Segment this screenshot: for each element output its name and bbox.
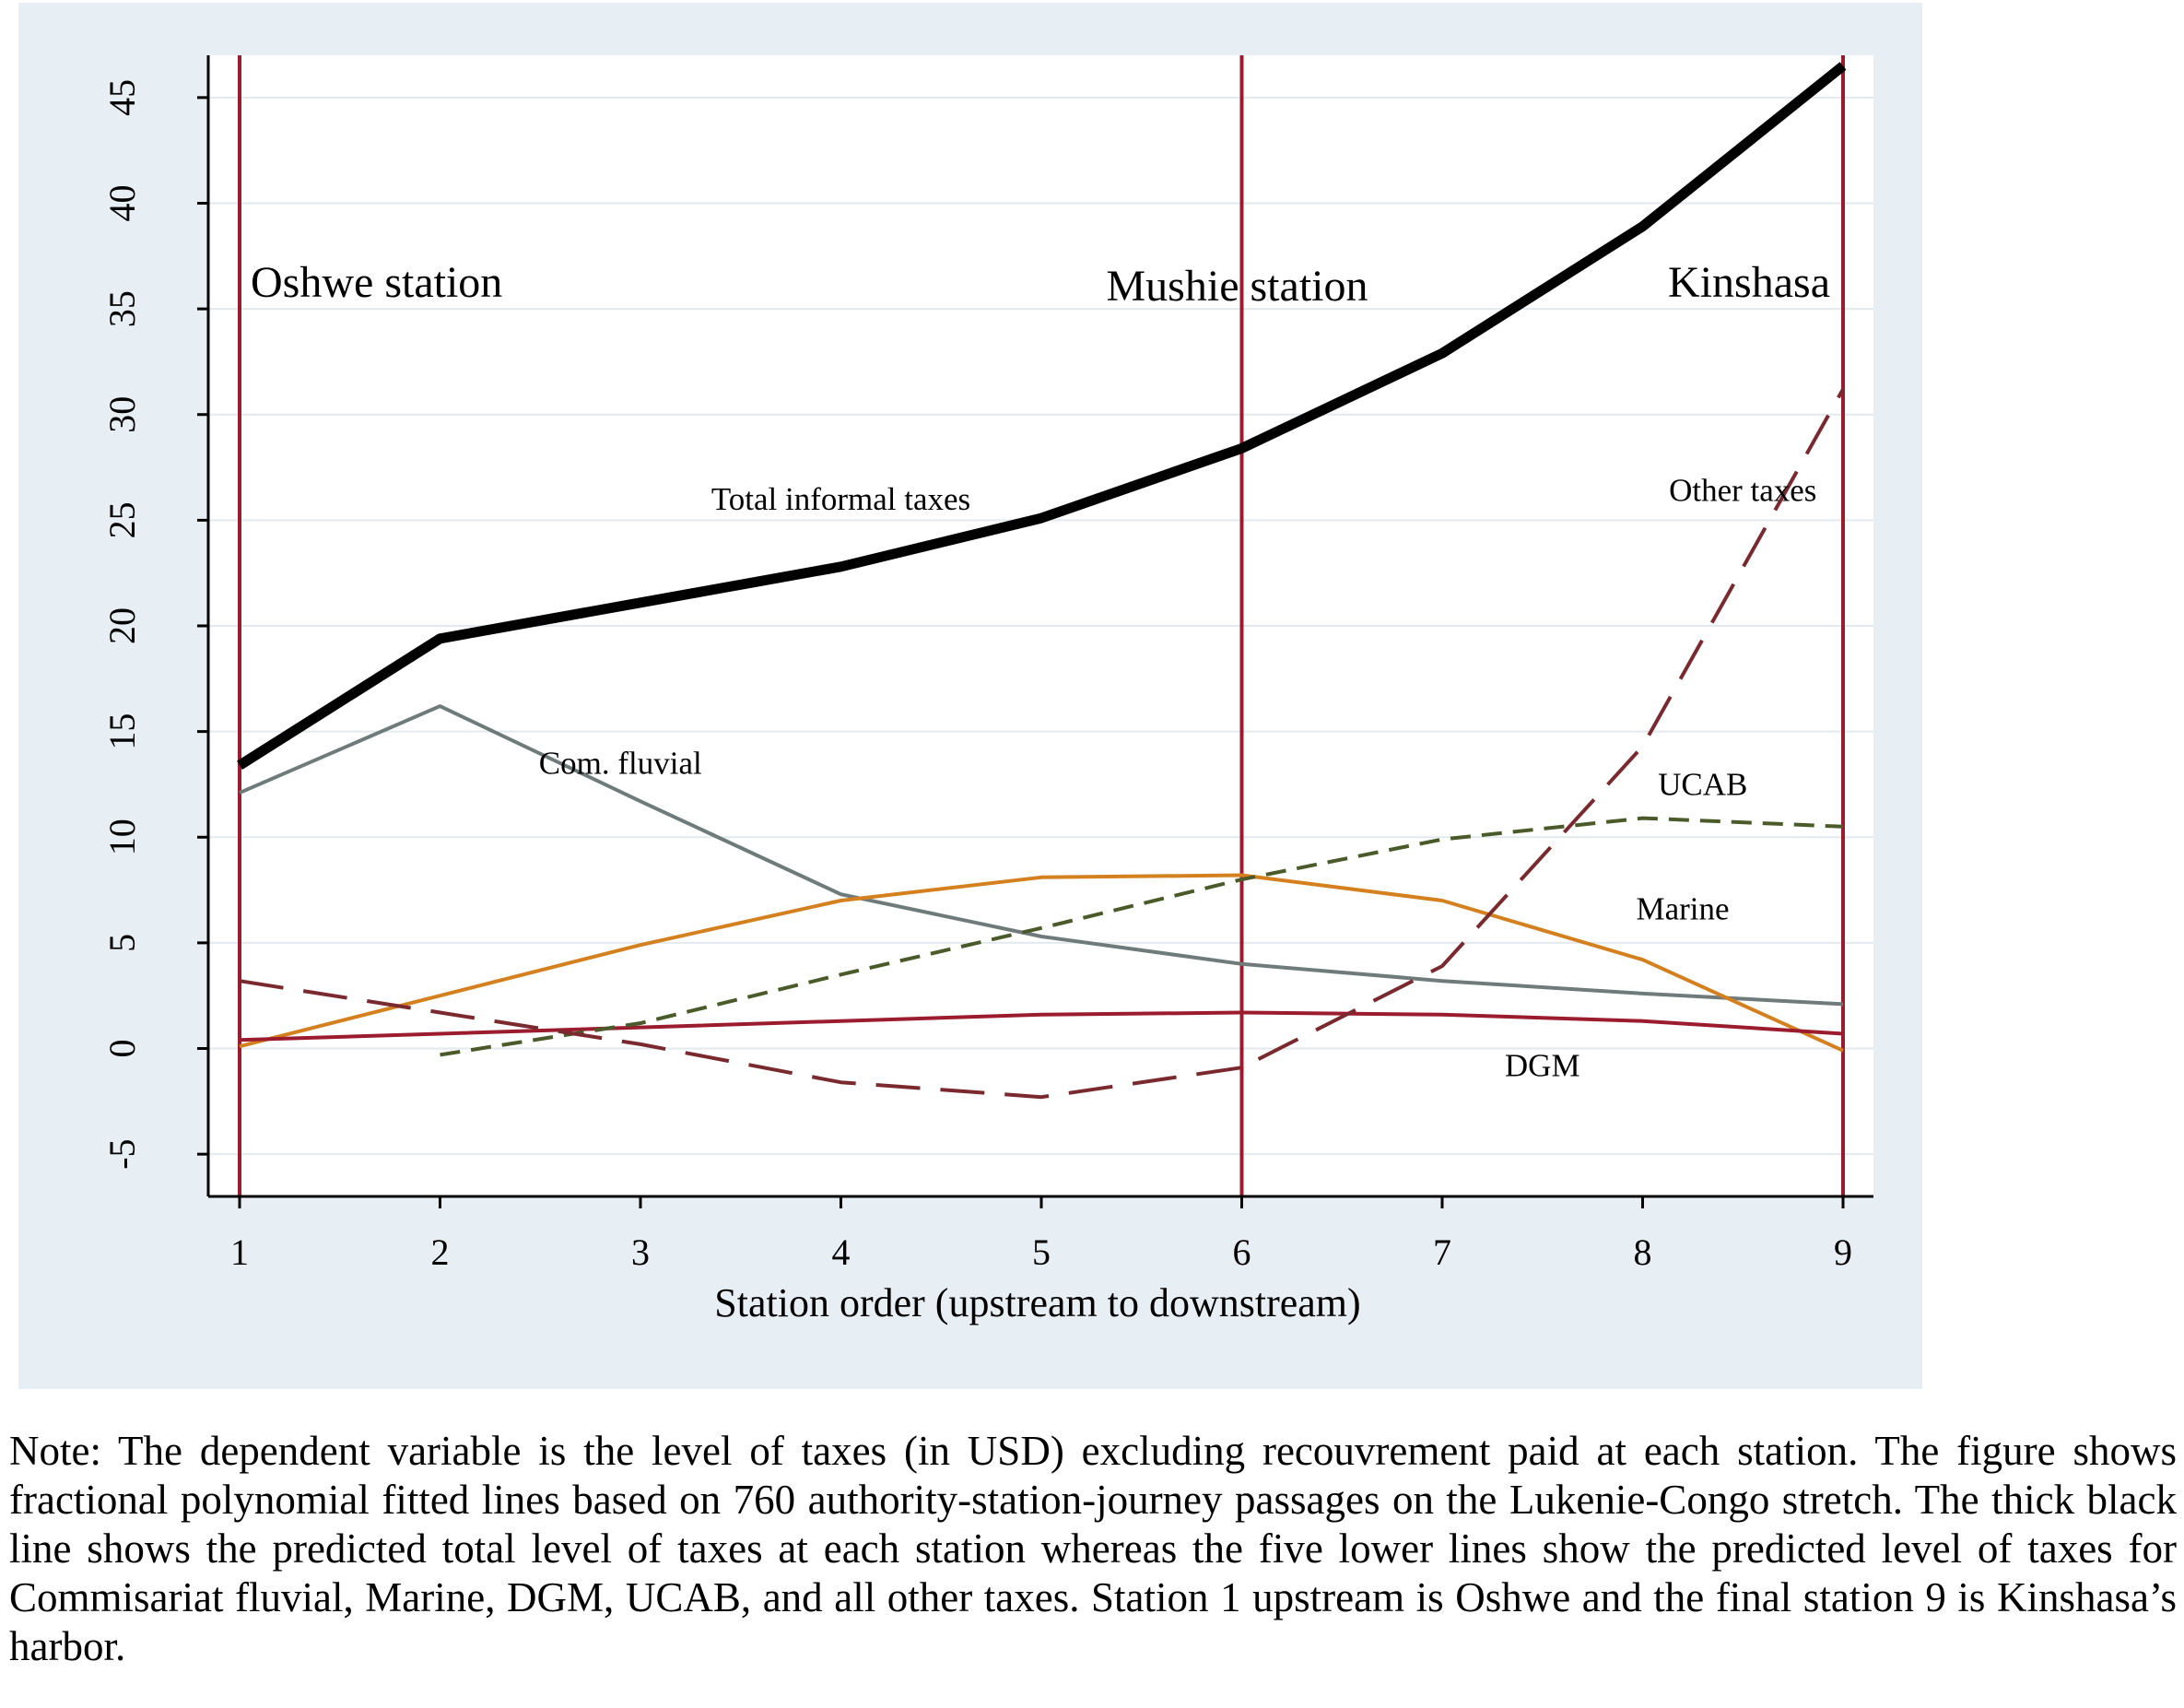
station-label: Mushie station: [1107, 262, 1368, 311]
chart-figure: -5 0 5 10 15 20 25 30 35 40 45 1 2 3 4 5 6 7 8 9 Oshwe stat…: [18, 3, 1922, 1389]
series-label: UCAB: [1658, 766, 1747, 802]
x-tick-label: 1: [230, 1231, 249, 1273]
series-label: Marine: [1636, 891, 1729, 927]
labels: Oshwe station Mushie station Kinshasa Total…: [251, 258, 1830, 1083]
y-tick-label: 30: [101, 396, 143, 433]
y-tick-label: 20: [101, 607, 143, 644]
series-line-total-informal-taxes: [237, 62, 1847, 770]
x-tick-label: 7: [1433, 1231, 1451, 1273]
station-label: Oshwe station: [251, 258, 502, 307]
series-label: Com. fluvial: [539, 745, 702, 781]
x-tick-label: 4: [832, 1231, 851, 1273]
series-line-other-taxes: [239, 388, 1845, 1100]
x-axis-label: Station order (upstream to downstream): [714, 1280, 1360, 1325]
series-label: Other taxes: [1669, 473, 1816, 509]
y-tick-label: 45: [101, 79, 143, 116]
series-lines: [237, 62, 1847, 1100]
series-label: Total informal taxes: [711, 481, 970, 517]
x-tick-label: 6: [1233, 1231, 1251, 1273]
y-tick-label: 35: [101, 290, 143, 327]
x-tick-label: 9: [1834, 1231, 1852, 1273]
x-tick-label: 8: [1634, 1231, 1652, 1273]
y-tick-label: 40: [101, 184, 143, 221]
x-tick-label: 5: [1032, 1231, 1051, 1273]
y-tick-label: 5: [101, 934, 143, 952]
series-line-marine: [239, 873, 1844, 1053]
series-line-com-fluvial: [239, 704, 1844, 1007]
station-markers: [238, 55, 1845, 1196]
series-line-dgm: [239, 1010, 1844, 1042]
y-tick-label: -5: [101, 1138, 143, 1169]
station-label: Kinshasa: [1668, 258, 1830, 307]
y-tick-label: 15: [101, 713, 143, 750]
x-tick-label: 3: [631, 1231, 650, 1273]
series-label: DGM: [1505, 1047, 1580, 1083]
y-tick-label: 10: [101, 819, 143, 855]
y-tick-label: 25: [101, 501, 143, 538]
figure-note: Note: The dependent variable is the leve…: [9, 1428, 2177, 1669]
y-tick-label: 0: [101, 1040, 143, 1058]
series-line-ucab: [440, 816, 1844, 1057]
x-tick-label: 2: [431, 1231, 450, 1273]
